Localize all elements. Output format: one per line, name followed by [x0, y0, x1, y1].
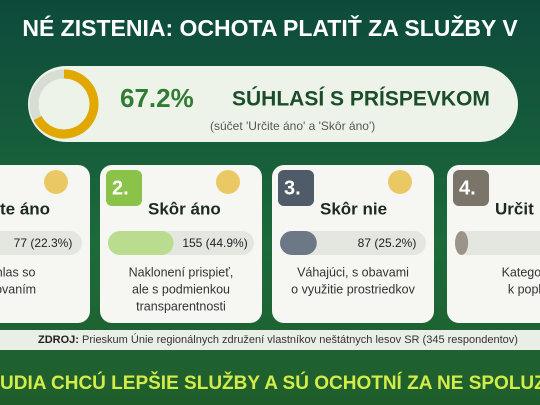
- card-title: Skôr nie: [320, 199, 387, 218]
- bar-track: [0, 231, 82, 255]
- card-count: 77 (22.3%): [14, 236, 73, 250]
- card-icon: [216, 170, 240, 194]
- ring-progress: [33, 69, 99, 139]
- card-desc: ncovaním: [0, 282, 36, 296]
- card-number: 3.: [284, 177, 301, 199]
- card-count: 87 (25.2%): [358, 236, 417, 250]
- card-count: 155 (44.9%): [182, 236, 247, 250]
- card-icon: [44, 170, 68, 194]
- bar: [108, 231, 174, 255]
- card-badge: [453, 170, 489, 206]
- card-desc: Kategoric: [502, 265, 540, 279]
- card-title: te áno: [0, 199, 50, 218]
- card-icon: [388, 170, 412, 194]
- card-desc: transparentnosti: [136, 299, 226, 313]
- card-desc: Váhajúci, s obavami: [297, 265, 409, 279]
- summary-note: (súčet 'Určite áno' a 'Skôr áno'): [210, 119, 375, 133]
- card-number: 2.: [112, 177, 129, 199]
- cards: te áno 77 (22.3%) súhlas so ncovaním 2. Skôr …: [0, 165, 540, 323]
- card-title: Skôr áno: [148, 199, 221, 218]
- card-desc: Naklonení prispieť,: [129, 265, 234, 279]
- source-strip: [0, 330, 540, 350]
- summary-value: 67.2%: [120, 83, 194, 113]
- bar: [280, 231, 317, 255]
- bar-track: [455, 231, 540, 255]
- card-desc: ale s podmienkou: [132, 282, 230, 296]
- source-label: ZDROJ:: [38, 334, 79, 346]
- card-badge: [278, 170, 314, 206]
- summary-headline: SÚHLASÍ S PRÍSPEVKOM: [232, 87, 490, 111]
- bar: [455, 231, 469, 255]
- card-desc: súhlas so: [0, 265, 35, 279]
- card-desc: o využitie prostriedkov: [291, 282, 415, 296]
- card-badge: [106, 170, 142, 206]
- card-title: Určit: [495, 199, 534, 218]
- footer-text: UDIA CHCÚ LEPŠIE SLUŽBY A SÚ OCHOTNÍ ZA …: [0, 372, 540, 394]
- card-desc: k popla: [508, 282, 540, 296]
- source-text: Prieskum Únie regionálnych združení vlas…: [82, 333, 518, 346]
- card-number: 4.: [459, 177, 476, 199]
- bar-track: [280, 231, 426, 255]
- title: NÉ ZISTENIA: OCHOTA PLATIŤ ZA SLUŽBY V: [22, 14, 518, 41]
- summary-panel: [28, 66, 518, 142]
